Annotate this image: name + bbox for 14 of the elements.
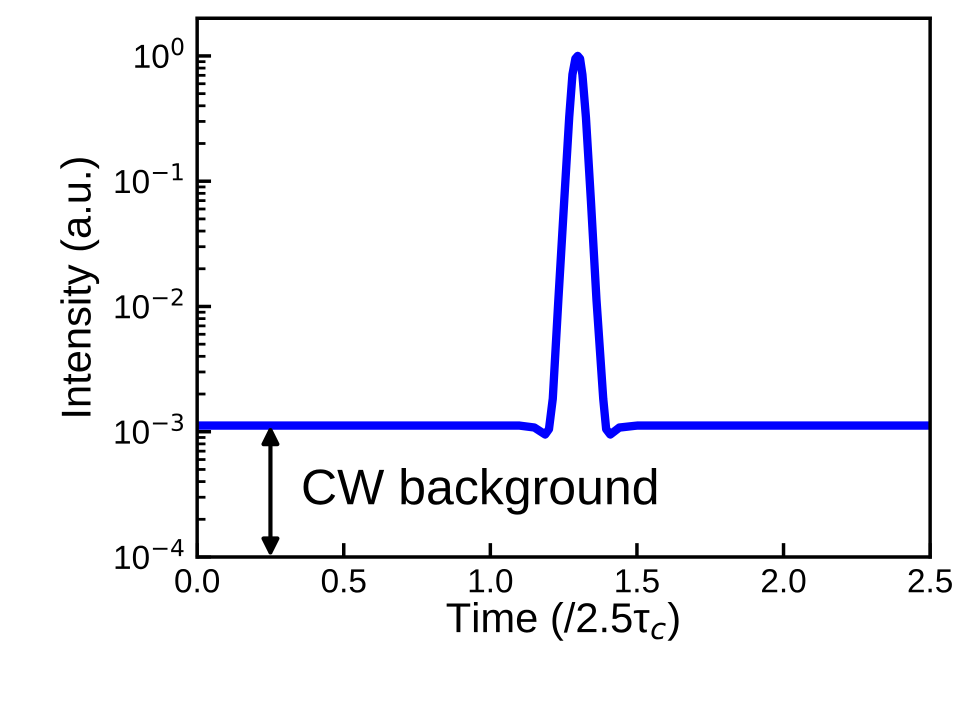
annotation: CW background [304, 468, 656, 515]
x-axis-title: Time (/2.5τ$_{c}$) [446, 602, 679, 641]
y-tick-label: 10$^{−4}$ [116, 539, 184, 570]
y-tick-label: 10$^{−1}$ [116, 163, 183, 194]
y-tick-label: 10$^{0}$ [135, 38, 184, 68]
y-axis-title: Intensity (a.u.) [60, 158, 100, 416]
x-tick-label: 0.0 [175, 569, 220, 593]
x-tick-label: 2.0 [762, 569, 806, 593]
y-tick-label: 10$^{−3}$ [116, 413, 183, 444]
y-tick-label: 10$^{−2}$ [116, 288, 182, 319]
x-tick-label: 2.5 [908, 569, 952, 593]
x-tick-label: 1.0 [470, 569, 512, 593]
x-tick-label: 1.5 [616, 569, 659, 593]
x-tick-label: 0.5 [322, 569, 366, 593]
